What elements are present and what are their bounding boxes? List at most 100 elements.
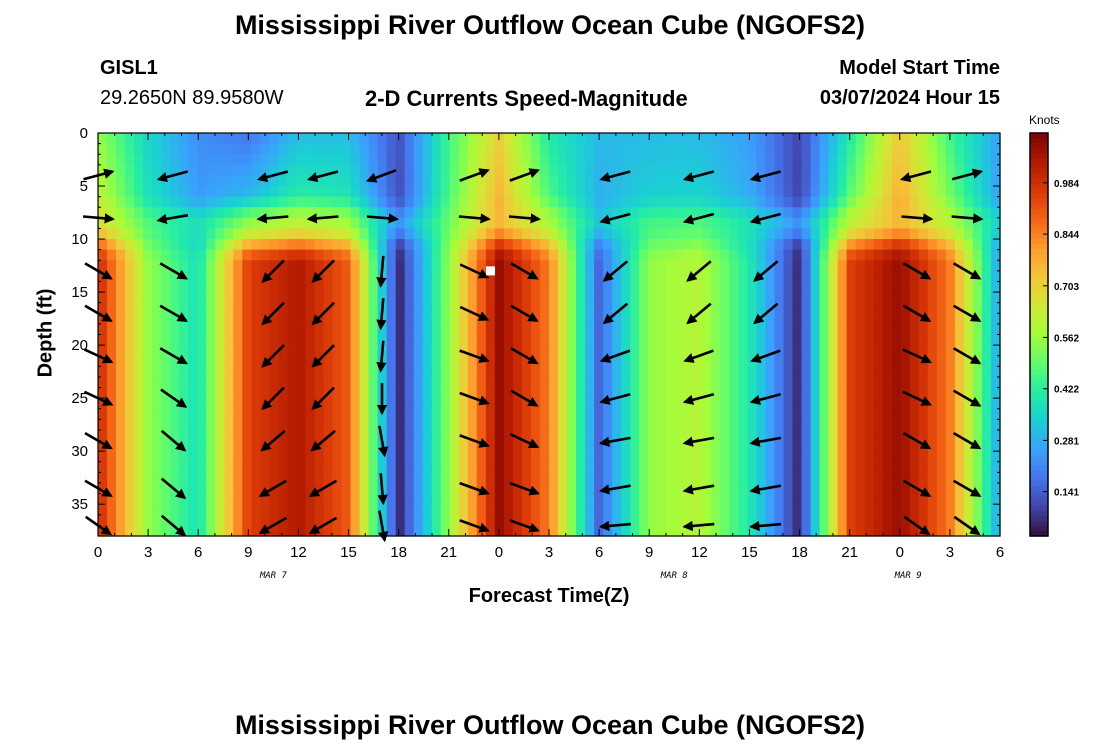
heatmap-cell: [467, 429, 478, 442]
heatmap-cell: [738, 355, 749, 367]
current-vector-arrow: [952, 304, 982, 322]
heatmap-cell: [963, 196, 974, 208]
heatmap-cell: [404, 323, 415, 336]
heatmap-cell: [125, 514, 135, 526]
heatmap-cell: [801, 504, 812, 516]
heatmap-cell: [648, 376, 658, 389]
heatmap-cell: [891, 440, 902, 452]
heatmap-cell: [377, 164, 388, 177]
heatmap-cell: [350, 334, 361, 346]
heatmap-cell: [729, 451, 740, 463]
heatmap-cell: [945, 239, 956, 251]
heatmap-cell: [756, 228, 767, 240]
heatmap-cell: [873, 514, 884, 526]
heatmap-cell: [287, 260, 298, 272]
heatmap-cell: [855, 217, 866, 230]
heatmap-cell: [260, 366, 270, 378]
heatmap-cell: [368, 419, 379, 431]
heatmap-cell: [125, 228, 135, 240]
x-tick-label: 15: [741, 544, 758, 561]
heatmap-cell: [549, 313, 559, 325]
heatmap-cell: [440, 408, 451, 420]
heatmap-cell: [179, 334, 189, 346]
heatmap-cell: [368, 323, 379, 336]
colorbar-segment: [1030, 349, 1048, 356]
heatmap-cell: [215, 143, 225, 155]
heatmap-cell: [341, 228, 352, 240]
heatmap-cell: [864, 429, 875, 442]
heatmap-cell: [855, 143, 866, 155]
heatmap-cell: [404, 154, 415, 166]
heatmap-cell: [539, 239, 550, 251]
heatmap-cell: [539, 281, 550, 293]
heatmap-cell: [720, 493, 730, 505]
heatmap-cell: [521, 154, 532, 166]
heatmap-cell: [792, 260, 803, 272]
heatmap-cell: [711, 186, 721, 198]
heatmap-cell: [404, 451, 415, 463]
heatmap-cell: [990, 249, 1001, 261]
heatmap-cell: [675, 461, 685, 473]
heatmap-cell: [539, 514, 550, 526]
heatmap-cell: [269, 387, 279, 399]
heatmap-cell: [161, 334, 171, 346]
heatmap-cell: [684, 387, 694, 399]
heatmap-cell: [576, 429, 586, 442]
heatmap-cell: [666, 376, 676, 389]
heatmap-cell: [404, 472, 415, 484]
heatmap-cell: [918, 281, 929, 293]
heatmap-cell: [530, 514, 541, 526]
current-vector-arrow: [686, 302, 712, 325]
heatmap-cell: [855, 175, 866, 187]
heatmap-cell: [359, 154, 370, 166]
heatmap-cell: [738, 270, 749, 283]
heatmap-cell: [431, 302, 442, 314]
heatmap-cell: [206, 143, 216, 155]
heatmap-cell: [341, 514, 352, 526]
heatmap-cell: [990, 525, 1001, 537]
heatmap-cell: [233, 302, 243, 314]
heatmap-cell: [675, 175, 685, 187]
heatmap-cell: [720, 270, 730, 283]
heatmap-cell: [756, 398, 767, 410]
heatmap-cell: [314, 196, 325, 208]
heatmap-cell: [287, 398, 298, 410]
heatmap-cell: [476, 376, 487, 389]
heatmap-cell: [783, 440, 794, 452]
heatmap-cell: [801, 366, 812, 378]
heatmap-cell: [612, 504, 622, 516]
heatmap-cell: [314, 387, 325, 399]
heatmap-cell: [666, 154, 676, 166]
heatmap-cell: [152, 461, 162, 473]
heatmap-cell: [684, 292, 694, 304]
heatmap-cell: [341, 281, 352, 293]
heatmap-cell: [215, 249, 225, 261]
colorbar-segment: [1030, 480, 1048, 487]
heatmap-cell: [224, 270, 234, 283]
heatmap-cell: [891, 175, 902, 187]
heatmap-cell: [945, 143, 956, 155]
heatmap-cell: [684, 249, 694, 261]
heatmap-cell: [314, 429, 325, 442]
heatmap-cell: [107, 292, 117, 304]
heatmap-cell: [549, 207, 559, 219]
heatmap-cell: [125, 292, 135, 304]
heatmap-cell: [819, 334, 830, 346]
heatmap-cell: [134, 239, 144, 251]
heatmap-cell: [945, 175, 956, 187]
heatmap-cell: [558, 239, 568, 251]
heatmap-cell: [278, 472, 289, 484]
heatmap-cell: [756, 440, 767, 452]
heatmap-cell: [585, 525, 595, 537]
heatmap-cell: [864, 292, 875, 304]
heatmap-cell: [332, 366, 343, 378]
heatmap-cell: [314, 461, 325, 473]
heatmap-cell: [395, 366, 406, 378]
heatmap-cell: [287, 525, 298, 537]
heatmap-cell: [963, 429, 974, 442]
heatmap-cell: [485, 419, 496, 431]
heatmap-cell: [395, 482, 406, 495]
heatmap-cell: [476, 249, 487, 261]
heatmap-cell: [675, 323, 685, 336]
heatmap-cell: [657, 154, 667, 166]
